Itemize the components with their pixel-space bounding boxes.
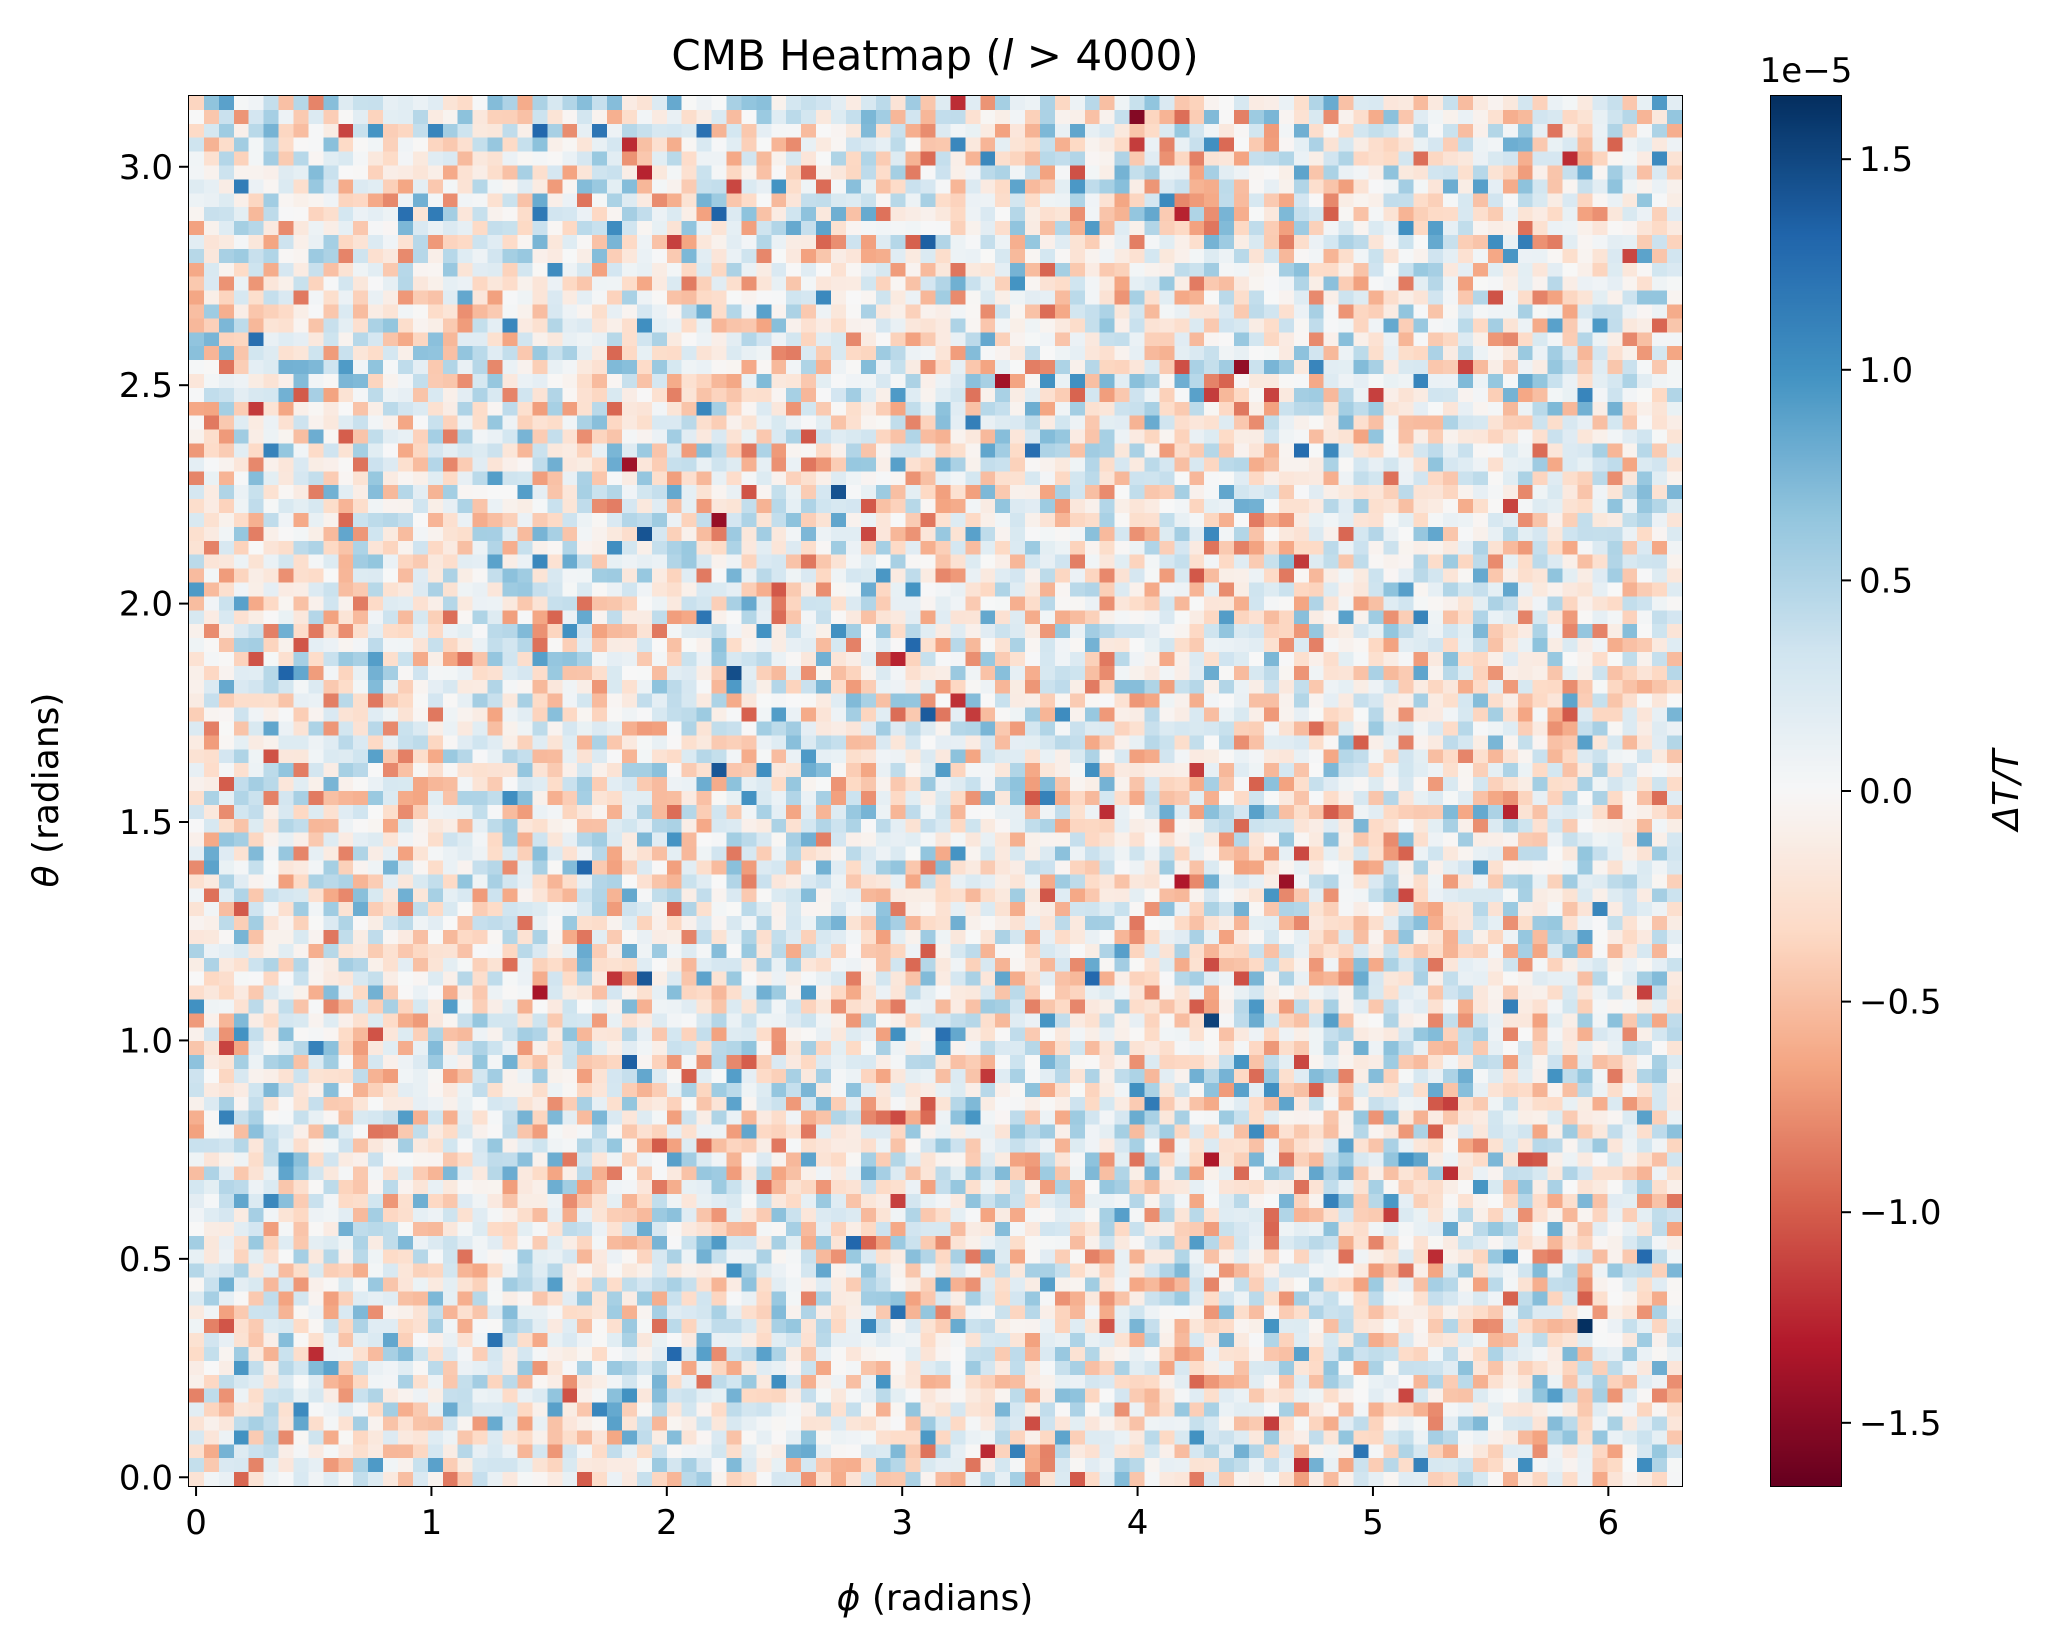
y-tick-label: 2.0 [119, 585, 173, 625]
x-tick-label: 3 [891, 1503, 913, 1543]
colorbar-tick-label: 1.5 [1859, 140, 1913, 180]
colorbar-scale-label: 1e−5 [1760, 51, 1853, 91]
colorbar [1771, 96, 1841, 1486]
chart-title: CMB Heatmap (l > 4000) [671, 31, 1198, 80]
x-tick-label: 6 [1598, 1503, 1620, 1543]
y-axis-label: θ (radians) [26, 693, 67, 888]
x-tick-label: 0 [185, 1503, 207, 1543]
x-axis: 0 1 2 3 4 5 6 [185, 1486, 1619, 1543]
x-axis-label: ϕ (radians) [837, 1578, 1034, 1619]
colorbar-label: ΔT/T [1986, 747, 2027, 834]
heatmap-cells [189, 96, 1682, 1486]
x-tick-label: 2 [656, 1503, 678, 1543]
y-tick-label: 1.0 [119, 1021, 173, 1061]
colorbar-tick-label: −0.5 [1859, 983, 1942, 1023]
y-tick-label: 1.5 [119, 803, 173, 843]
y-axis: 0.0 0.5 1.0 1.5 2.0 2.5 3.0 [119, 148, 189, 1498]
x-tick-label: 5 [1362, 1503, 1384, 1543]
y-tick-label: 0.5 [119, 1240, 173, 1280]
colorbar-tick-label: −1.0 [1859, 1193, 1942, 1233]
x-tick-label: 4 [1127, 1503, 1149, 1543]
colorbar-tick-label: 0.0 [1859, 772, 1913, 812]
y-tick-label: 0.0 [119, 1458, 173, 1498]
colorbar-tick-label: 1.0 [1859, 351, 1913, 391]
colorbar-axis: −1.5 −1.0 −0.5 0.0 0.5 1.0 1.5 [1841, 140, 1942, 1444]
x-tick-label: 1 [421, 1503, 443, 1543]
colorbar-tick-label: −1.5 [1859, 1404, 1942, 1444]
y-tick-label: 2.5 [119, 366, 173, 406]
colorbar-tick-label: 0.5 [1859, 561, 1913, 601]
y-tick-label: 3.0 [119, 148, 173, 188]
